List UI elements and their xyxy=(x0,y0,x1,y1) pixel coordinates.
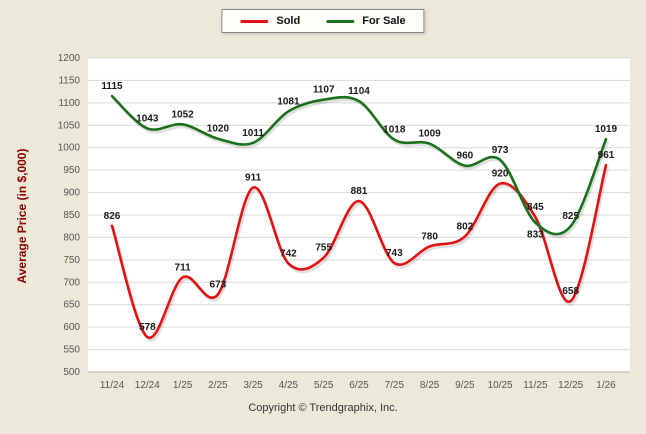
svg-text:578: 578 xyxy=(139,322,156,333)
copyright-text: Copyright © Trendgraphix, Inc. xyxy=(248,402,398,414)
svg-text:10/25: 10/25 xyxy=(488,380,513,391)
svg-text:550: 550 xyxy=(63,345,80,356)
svg-text:920: 920 xyxy=(492,169,509,180)
legend-item-for-sale: For Sale xyxy=(326,15,406,27)
svg-text:881: 881 xyxy=(351,186,368,197)
svg-text:7/25: 7/25 xyxy=(385,380,405,391)
svg-text:1115: 1115 xyxy=(101,81,123,92)
svg-text:6/25: 6/25 xyxy=(349,380,369,391)
svg-text:1009: 1009 xyxy=(418,129,441,140)
for-sale-line-swatch-icon xyxy=(326,19,355,23)
svg-text:1019: 1019 xyxy=(595,124,618,135)
svg-text:673: 673 xyxy=(210,279,227,290)
svg-text:11/24: 11/24 xyxy=(100,380,125,391)
svg-text:743: 743 xyxy=(386,248,403,259)
svg-text:1000: 1000 xyxy=(58,143,81,154)
svg-text:1050: 1050 xyxy=(58,120,81,131)
svg-text:780: 780 xyxy=(421,231,438,242)
svg-text:755: 755 xyxy=(315,243,332,254)
svg-text:845: 845 xyxy=(527,202,544,213)
svg-text:900: 900 xyxy=(63,188,80,199)
svg-text:1104: 1104 xyxy=(348,86,370,97)
svg-text:750: 750 xyxy=(63,255,80,266)
svg-text:3/25: 3/25 xyxy=(243,380,263,391)
chart-legend: Sold For Sale xyxy=(221,9,425,33)
svg-text:961: 961 xyxy=(598,150,615,161)
svg-text:960: 960 xyxy=(457,151,474,162)
svg-text:742: 742 xyxy=(280,248,297,259)
svg-text:826: 826 xyxy=(104,211,121,222)
svg-text:802: 802 xyxy=(457,222,474,233)
svg-text:1200: 1200 xyxy=(58,53,81,64)
svg-text:711: 711 xyxy=(175,262,192,273)
svg-text:9/25: 9/25 xyxy=(455,380,475,391)
svg-text:1011: 1011 xyxy=(242,128,264,139)
svg-text:850: 850 xyxy=(63,210,80,221)
svg-text:650: 650 xyxy=(63,300,80,311)
svg-text:1020: 1020 xyxy=(207,124,230,135)
svg-text:833: 833 xyxy=(527,230,544,241)
legend-item-sold: Sold xyxy=(240,15,300,27)
svg-text:1107: 1107 xyxy=(313,85,335,96)
svg-text:825: 825 xyxy=(562,211,579,222)
svg-text:911: 911 xyxy=(245,173,262,184)
svg-text:1100: 1100 xyxy=(58,98,80,109)
sold-line-swatch-icon xyxy=(240,19,269,23)
svg-text:658: 658 xyxy=(562,286,579,297)
svg-text:12/24: 12/24 xyxy=(135,380,160,391)
svg-text:1/25: 1/25 xyxy=(173,380,193,391)
svg-text:4/25: 4/25 xyxy=(279,380,299,391)
svg-text:12/25: 12/25 xyxy=(558,380,583,391)
svg-text:1043: 1043 xyxy=(136,113,159,124)
svg-text:800: 800 xyxy=(63,232,80,243)
svg-text:8/25: 8/25 xyxy=(420,380,440,391)
svg-text:500: 500 xyxy=(63,367,80,378)
legend-label-for-sale: For Sale xyxy=(362,15,406,27)
svg-text:2/25: 2/25 xyxy=(208,380,228,391)
svg-text:1018: 1018 xyxy=(383,125,406,136)
svg-text:950: 950 xyxy=(63,165,80,176)
legend-label-sold: Sold xyxy=(276,15,301,27)
svg-text:1052: 1052 xyxy=(171,109,194,120)
svg-text:700: 700 xyxy=(63,277,80,288)
svg-text:1150: 1150 xyxy=(58,75,80,86)
svg-text:5/25: 5/25 xyxy=(314,380,334,391)
svg-text:1/26: 1/26 xyxy=(596,380,616,391)
svg-text:973: 973 xyxy=(492,145,509,156)
svg-text:11/25: 11/25 xyxy=(523,380,548,391)
price-trend-line-chart: 500 550 600 650 700 750 800 850 900 950 1000 1050 11… xyxy=(58,53,630,391)
svg-text:600: 600 xyxy=(63,322,80,333)
svg-text:1081: 1081 xyxy=(277,96,300,107)
